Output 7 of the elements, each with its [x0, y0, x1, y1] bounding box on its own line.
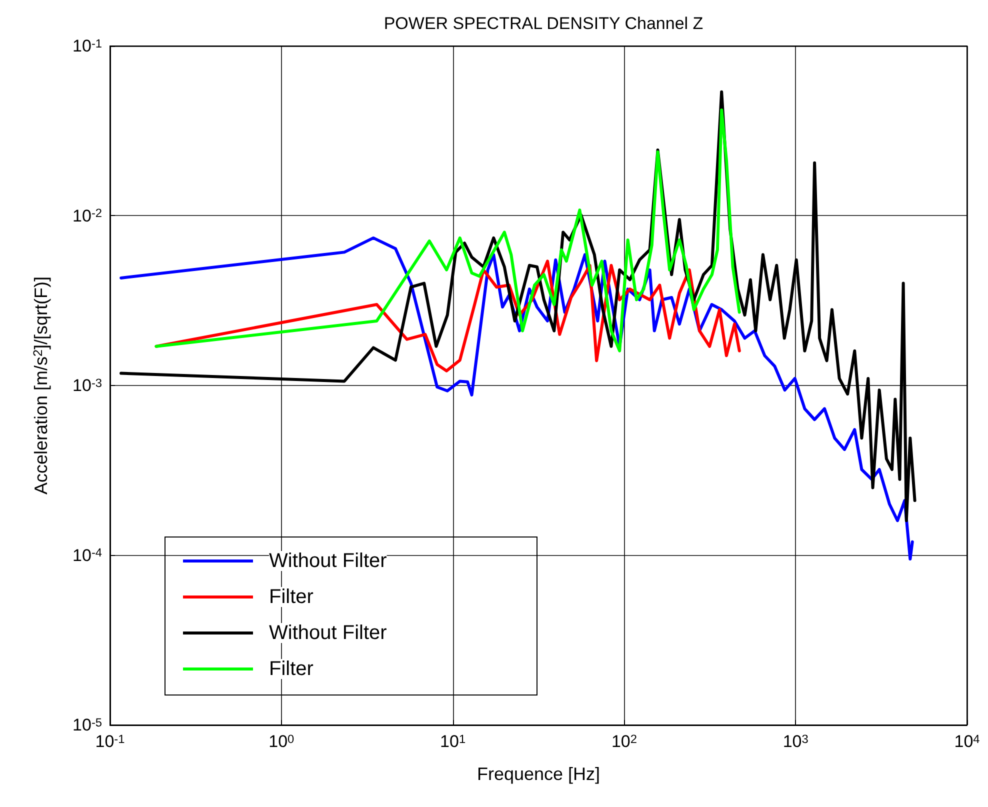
legend-label: Without Filter — [269, 622, 388, 644]
chart-title: POWER SPECTRAL DENSITY Channel Z — [384, 14, 704, 33]
x-axis-title: Frequence [Hz] — [476, 764, 600, 784]
legend-label: Filter — [269, 586, 314, 608]
y-axis-title: Acceleration [m/s2]/[sqrt(F)] — [30, 276, 51, 495]
legend-label: Filter — [269, 658, 314, 680]
legend-label: Without Filter — [269, 550, 388, 572]
